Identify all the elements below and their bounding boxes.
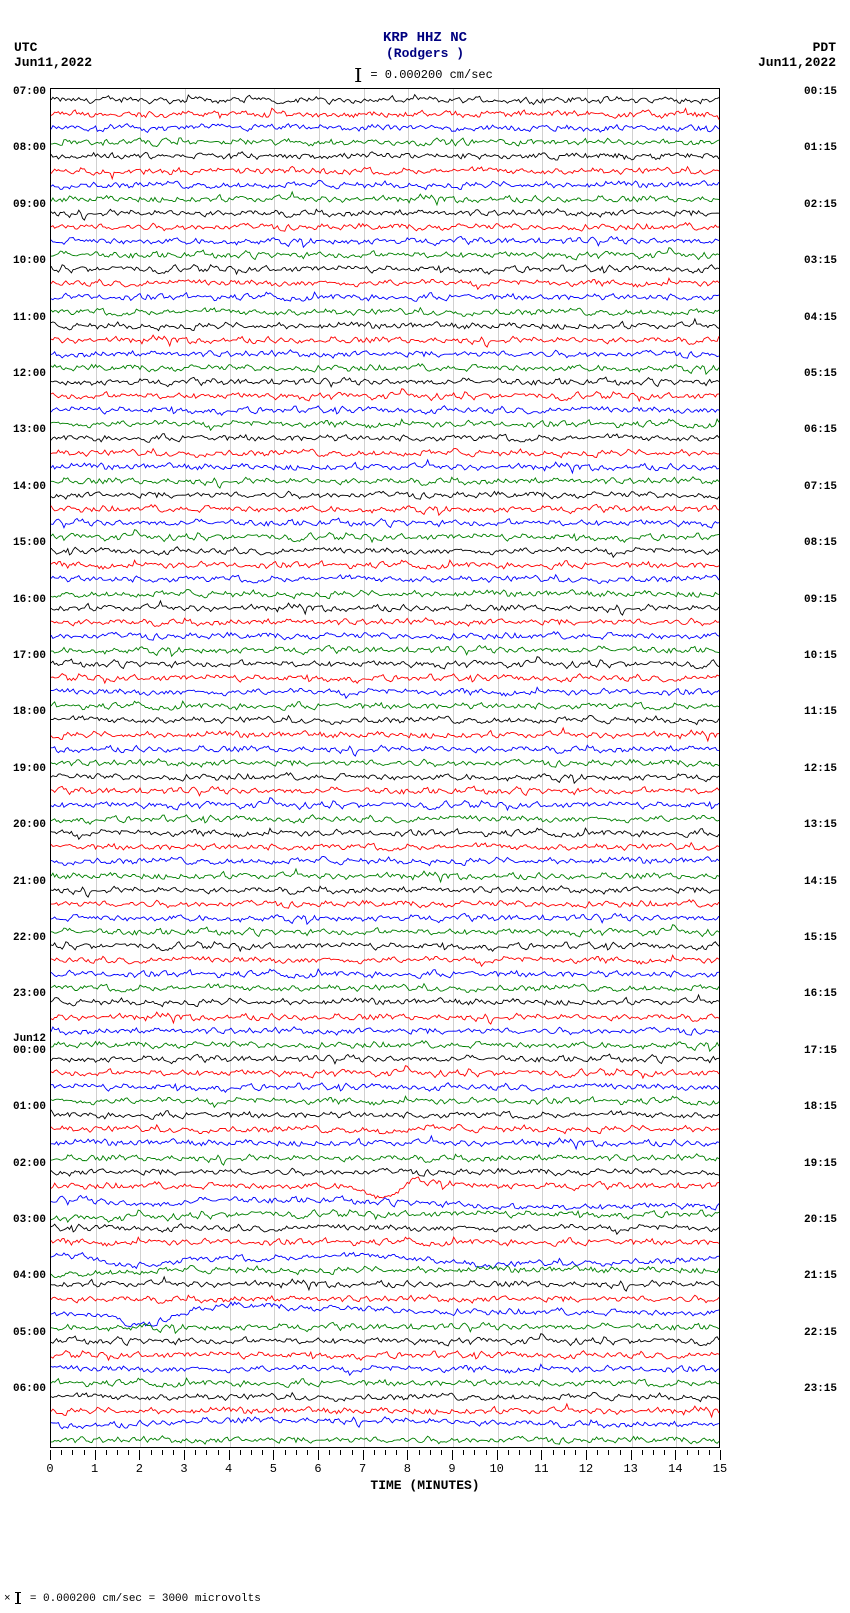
timezone-right: PDT Jun11,2022 [758,40,836,70]
left-hour-label: 08:00 [13,142,46,154]
station-location: (Rodgers ) [0,46,850,61]
left-hour-label: 19:00 [13,763,46,775]
left-hour-label: 07:00 [13,86,46,98]
right-hour-label: 13:15 [804,819,837,831]
right-hour-label: 22:15 [804,1327,837,1339]
left-hour-label: 13:00 [13,424,46,436]
left-hour-label: 14:00 [13,481,46,493]
trace-row [51,1433,719,1447]
left-hour-label: 21:00 [13,876,46,888]
x-tick-label: 13 [623,1462,637,1476]
left-hour-label: 06:00 [13,1383,46,1395]
tz-left-date: Jun11,2022 [14,55,92,70]
x-tick-label: 4 [225,1462,232,1476]
left-hour-label: 11:00 [13,312,46,324]
left-hour-label: 16:00 [13,594,46,606]
right-time-labels: 00:15 01:15 02:15 03:15 04:15 05:15 06:15 07:15… [802,88,850,1448]
right-hour-label: 12:15 [804,763,837,775]
right-hour-label: 06:15 [804,424,837,436]
right-hour-label: 11:15 [804,706,837,718]
right-hour-label: 07:15 [804,481,837,493]
footer-text2: 3000 microvolts [162,1593,261,1605]
right-hour-label: 16:15 [804,988,837,1000]
x-tick-label: 10 [489,1462,503,1476]
right-hour-label: 02:15 [804,199,837,211]
x-tick-label: 14 [668,1462,682,1476]
left-hour-label: 10:00 [13,255,46,267]
left-hour-label: 23:00 [13,988,46,1000]
x-tick-label: 11 [534,1462,548,1476]
left-hour-label: 04:00 [13,1270,46,1282]
x-tick-label: 12 [579,1462,593,1476]
x-tick-label: 1 [91,1462,98,1476]
scale-text: = 0.000200 cm/sec [363,68,493,82]
footer-scale: × = 0.000200 cm/sec = 3000 microvolts [4,1592,261,1605]
left-hour-label: 22:00 [13,932,46,944]
left-hour-label: 12:00 [13,368,46,380]
x-axis-title: TIME (MINUTES) [0,1478,850,1493]
footer-text1: = 0.000200 cm/sec = [23,1593,162,1605]
right-hour-label: 01:15 [804,142,837,154]
right-hour-label: 14:15 [804,876,837,888]
scale-indicator: = 0.000200 cm/sec [357,68,493,82]
right-hour-label: 17:15 [804,1045,837,1057]
right-hour-label: 23:15 [804,1383,837,1395]
left-hour-label: 18:00 [13,706,46,718]
left-hour-label: 03:00 [13,1214,46,1226]
left-time-labels: 07:00 08:00 09:00 10:00 11:00 12:00 13:00 14:00… [0,88,48,1448]
x-tick-label: 7 [359,1462,366,1476]
x-tick-label: 6 [314,1462,321,1476]
left-hour-label: 02:00 [13,1158,46,1170]
left-hour-label: 09:00 [13,199,46,211]
x-tick-label: 5 [270,1462,277,1476]
right-hour-label: 08:15 [804,537,837,549]
footer-prefix: × [4,1593,11,1605]
x-tick-label: 0 [46,1462,53,1476]
right-hour-label: 10:15 [804,650,837,662]
right-hour-label: 04:15 [804,312,837,324]
right-hour-label: 03:15 [804,255,837,267]
right-hour-label: 21:15 [804,1270,837,1282]
tz-right-zone: PDT [758,40,836,55]
right-hour-label: 05:15 [804,368,837,380]
left-hour-label: 20:00 [13,819,46,831]
left-hour-label: 15:00 [13,537,46,549]
right-hour-label: 18:15 [804,1101,837,1113]
tz-left-zone: UTC [14,40,92,55]
x-tick-label: 15 [713,1462,727,1476]
helicorder-plot [50,88,720,1448]
x-tick-label: 8 [404,1462,411,1476]
right-hour-label: 09:15 [804,594,837,606]
x-tick-label: 9 [448,1462,455,1476]
left-hour-label: 01:00 [13,1101,46,1113]
right-hour-label: 20:15 [804,1214,837,1226]
right-hour-label: 19:15 [804,1158,837,1170]
timezone-left: UTC Jun11,2022 [14,40,92,70]
right-hour-label: 15:15 [804,932,837,944]
tz-right-date: Jun11,2022 [758,55,836,70]
station-id: KRP HHZ NC [0,30,850,46]
left-hour-label: 17:00 [13,650,46,662]
day-marker: Jun12 [13,1033,46,1045]
right-hour-label: 00:15 [804,86,837,98]
left-hour-label: 05:00 [13,1327,46,1339]
x-tick-label: 2 [136,1462,143,1476]
left-hour-label: 00:00 [13,1045,46,1057]
x-tick-label: 3 [180,1462,187,1476]
